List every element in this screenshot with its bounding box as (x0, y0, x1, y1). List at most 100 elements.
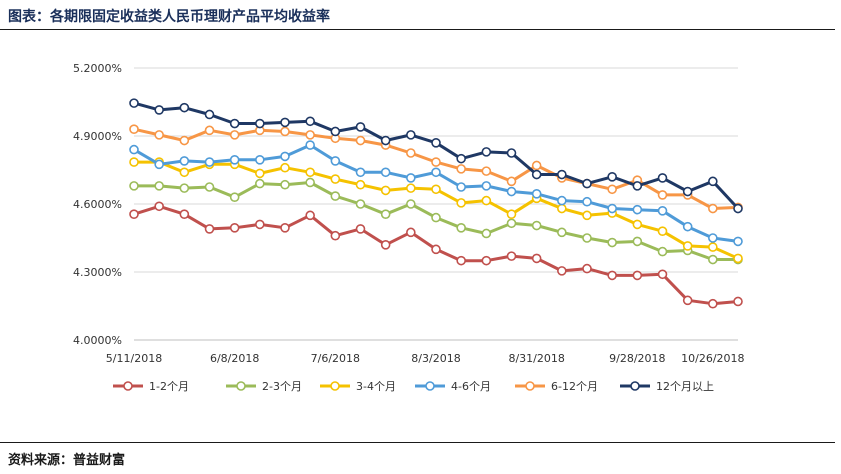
legend-marker (525, 381, 535, 391)
data-point (733, 253, 743, 264)
data-point (456, 182, 466, 192)
data-point (204, 157, 215, 167)
data-point (657, 269, 668, 280)
data-point (305, 140, 315, 150)
data-point (657, 226, 668, 236)
data-point (129, 98, 139, 108)
data-point (355, 224, 366, 234)
data-point (607, 172, 617, 182)
data-point (280, 117, 290, 128)
data-point (607, 203, 617, 214)
legend-label: 12个月以上 (656, 380, 714, 393)
bottom-divider (0, 442, 835, 443)
x-tick-label: 8/31/2018 (508, 352, 564, 365)
data-point (229, 155, 240, 165)
data-point (708, 176, 718, 187)
data-point (305, 167, 315, 178)
legend-marker (425, 381, 435, 391)
legend-item: 2-3个月 (226, 380, 302, 393)
data-point (657, 206, 668, 216)
y-tick-label: 4.6000% (73, 198, 122, 211)
series-2-3个月 (129, 177, 743, 265)
data-point (582, 196, 592, 207)
data-point (657, 190, 668, 200)
data-point (607, 270, 617, 281)
data-point (280, 162, 290, 173)
series-1-2个月 (129, 201, 743, 309)
data-point (305, 130, 315, 140)
data-point (557, 227, 567, 238)
data-point (154, 201, 164, 212)
data-point (179, 167, 190, 178)
data-point (431, 244, 441, 255)
data-point (708, 203, 718, 214)
data-point (305, 210, 315, 221)
data-point (380, 167, 391, 178)
data-point (557, 195, 567, 206)
legend-item: 1-2个月 (113, 380, 189, 393)
data-point (531, 160, 542, 171)
data-point (632, 219, 643, 230)
data-point (154, 159, 164, 170)
legend-label: 3-4个月 (356, 380, 396, 393)
data-point (531, 220, 542, 231)
legend-marker (123, 381, 133, 391)
legend-item: 3-4个月 (320, 380, 396, 393)
x-tick-label: 8/3/2018 (411, 352, 460, 365)
data-point (204, 182, 215, 192)
legend-marker (630, 381, 640, 391)
legend-marker (236, 381, 246, 391)
data-point (607, 184, 617, 195)
legend-label: 6-12个月 (551, 380, 598, 393)
data-point (456, 153, 466, 164)
data-point (154, 130, 164, 140)
data-point (179, 102, 190, 113)
legend-label: 4-6个月 (451, 380, 491, 393)
data-point (179, 209, 190, 219)
legend-marker (330, 381, 340, 391)
data-point (305, 116, 315, 127)
data-point (229, 192, 240, 202)
data-point (733, 203, 743, 214)
data-point (506, 176, 517, 187)
data-point (380, 135, 391, 146)
x-tick-label: 5/11/2018 (106, 352, 162, 365)
data-point (406, 148, 416, 158)
data-point (255, 118, 265, 129)
data-point (280, 126, 290, 137)
data-point (330, 230, 341, 241)
data-point (682, 241, 693, 251)
data-point (255, 155, 265, 165)
data-point (229, 223, 240, 233)
data-point (506, 186, 517, 197)
data-point (733, 236, 743, 247)
data-point (406, 227, 416, 238)
data-point (406, 199, 416, 209)
data-point (708, 233, 718, 243)
data-point (708, 242, 718, 252)
data-point (632, 181, 643, 191)
data-point (280, 151, 290, 162)
data-point (154, 105, 164, 115)
data-point (481, 195, 492, 206)
data-point (607, 237, 617, 248)
data-point (355, 122, 366, 132)
data-point (380, 209, 391, 219)
data-point (129, 144, 139, 155)
data-point (406, 183, 416, 193)
data-point (406, 173, 416, 183)
data-point (582, 263, 592, 274)
data-point (582, 210, 592, 221)
chart-title: 图表：各期限固定收益类人民币理财产品平均收益率 (8, 9, 330, 25)
data-point (280, 223, 290, 233)
legend-label: 1-2个月 (149, 380, 189, 393)
data-point (179, 183, 190, 193)
data-point (632, 270, 643, 281)
data-point (204, 224, 215, 234)
data-point (129, 157, 139, 167)
source-note: 资料来源：普益财富 (8, 453, 126, 468)
data-point (431, 184, 441, 195)
data-point (129, 124, 139, 134)
y-tick-label: 4.0000% (73, 334, 122, 347)
data-point (154, 181, 164, 191)
